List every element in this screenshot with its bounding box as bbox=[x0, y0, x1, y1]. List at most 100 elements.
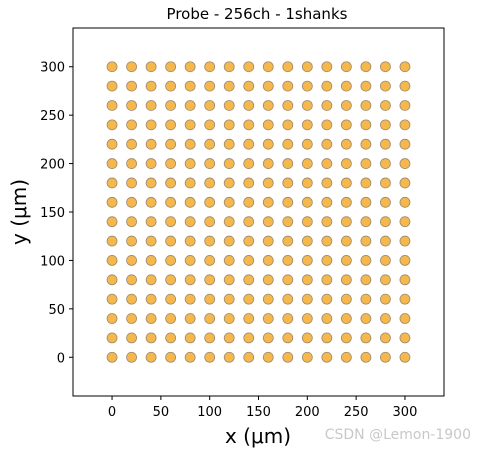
data-point bbox=[399, 158, 411, 169]
data-point bbox=[106, 138, 118, 150]
data-point bbox=[399, 332, 411, 344]
data-point bbox=[165, 80, 177, 92]
data-point bbox=[165, 332, 177, 344]
data-point bbox=[301, 158, 313, 169]
chart-title: Probe - 256ch - 1shanks bbox=[167, 5, 348, 23]
data-point bbox=[262, 100, 274, 111]
data-point bbox=[126, 158, 137, 169]
data-point bbox=[145, 100, 157, 111]
data-point bbox=[204, 255, 216, 266]
data-point bbox=[282, 119, 294, 131]
data-point bbox=[282, 313, 294, 324]
x-axis: 0 50 100 150 200 250 300 bbox=[108, 396, 417, 420]
data-point bbox=[223, 351, 235, 363]
data-point bbox=[126, 196, 137, 208]
data-point bbox=[340, 351, 352, 363]
data-point bbox=[243, 196, 255, 208]
data-point bbox=[106, 196, 118, 208]
data-point bbox=[340, 274, 352, 286]
x-tick-label: 100 bbox=[197, 405, 222, 420]
data-point bbox=[340, 119, 352, 131]
data-point bbox=[399, 119, 411, 131]
data-point bbox=[282, 158, 294, 169]
data-point bbox=[223, 216, 235, 228]
data-point bbox=[340, 138, 352, 150]
data-point bbox=[380, 80, 391, 92]
data-point bbox=[243, 158, 255, 169]
data-point bbox=[380, 196, 391, 208]
data-point bbox=[106, 313, 118, 324]
x-tick-label: 0 bbox=[108, 405, 116, 420]
data-point bbox=[204, 61, 216, 73]
data-point bbox=[399, 61, 411, 73]
data-point bbox=[321, 313, 333, 324]
data-point bbox=[282, 293, 294, 305]
data-point bbox=[106, 255, 118, 266]
data-point bbox=[243, 80, 255, 92]
data-point bbox=[165, 274, 177, 286]
data-point bbox=[262, 196, 274, 208]
data-point bbox=[165, 235, 177, 247]
data-point bbox=[301, 255, 313, 266]
data-point bbox=[243, 332, 255, 344]
data-point bbox=[223, 293, 235, 305]
data-point bbox=[204, 177, 216, 189]
y-tick-label: 50 bbox=[48, 303, 65, 318]
data-point bbox=[184, 255, 196, 266]
data-point bbox=[126, 255, 137, 266]
data-point bbox=[126, 61, 137, 73]
data-point bbox=[380, 351, 391, 363]
data-point bbox=[380, 119, 391, 131]
data-point bbox=[301, 332, 313, 344]
data-point bbox=[301, 100, 313, 111]
data-point bbox=[165, 177, 177, 189]
data-point bbox=[184, 332, 196, 344]
data-point bbox=[321, 177, 333, 189]
data-point bbox=[321, 255, 333, 266]
data-point bbox=[321, 80, 333, 92]
data-point bbox=[204, 80, 216, 92]
data-point bbox=[321, 274, 333, 286]
data-point bbox=[262, 119, 274, 131]
data-point bbox=[321, 293, 333, 305]
data-point bbox=[106, 119, 118, 131]
data-point bbox=[204, 293, 216, 305]
data-point bbox=[184, 138, 196, 150]
data-point bbox=[340, 177, 352, 189]
data-point bbox=[360, 119, 372, 131]
data-point bbox=[223, 196, 235, 208]
data-point bbox=[106, 332, 118, 344]
data-point bbox=[145, 119, 157, 131]
data-point bbox=[145, 177, 157, 189]
data-point bbox=[360, 61, 372, 73]
data-point bbox=[184, 274, 196, 286]
data-point bbox=[126, 80, 137, 92]
data-point bbox=[380, 313, 391, 324]
data-point bbox=[165, 158, 177, 169]
data-point bbox=[262, 216, 274, 228]
data-point bbox=[360, 255, 372, 266]
data-point bbox=[262, 351, 274, 363]
data-point bbox=[399, 313, 411, 324]
data-point bbox=[145, 332, 157, 344]
data-point bbox=[360, 138, 372, 150]
data-point bbox=[301, 216, 313, 228]
data-point bbox=[106, 351, 118, 363]
data-point bbox=[165, 351, 177, 363]
data-point bbox=[204, 274, 216, 286]
data-point bbox=[243, 255, 255, 266]
watermark-text: CSDN @Lemon-1900 bbox=[324, 427, 471, 443]
data-point bbox=[321, 332, 333, 344]
data-point bbox=[282, 235, 294, 247]
data-point bbox=[262, 274, 274, 286]
data-point bbox=[223, 255, 235, 266]
data-point bbox=[145, 61, 157, 73]
data-point bbox=[184, 119, 196, 131]
data-point bbox=[126, 332, 137, 344]
data-point bbox=[399, 100, 411, 111]
data-point bbox=[243, 100, 255, 111]
data-point bbox=[321, 216, 333, 228]
data-point bbox=[380, 332, 391, 344]
data-point bbox=[282, 100, 294, 111]
